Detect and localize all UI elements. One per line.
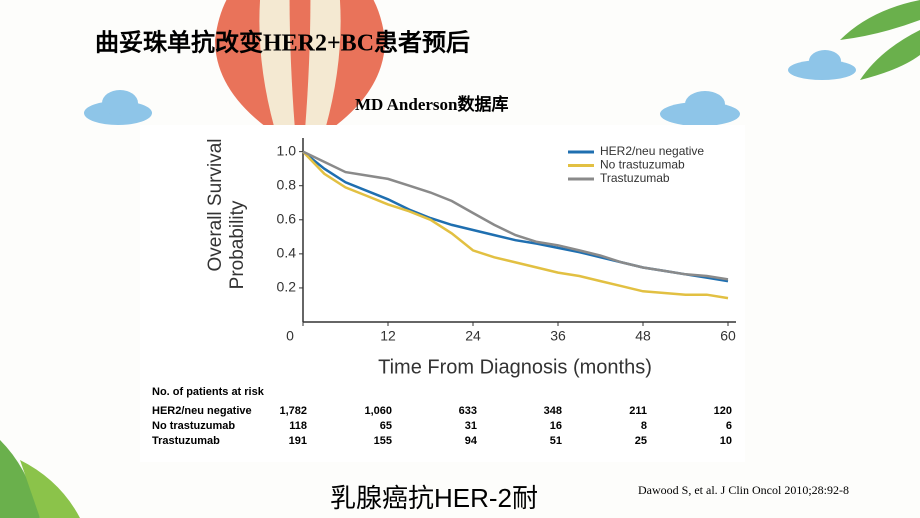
y-tick-label: 1.0 [277,142,297,158]
citation: Dawood S, et al. J Clin Oncol 2010;28:92… [638,483,849,497]
risk-count: 6 [726,420,732,432]
risk-table-title: No. of patients at risk [152,386,265,398]
y-axis-label: Probability [227,200,248,289]
risk-count: 25 [635,435,647,447]
risk-count: 94 [465,435,478,447]
y-tick-label: 0.8 [277,176,297,192]
chart-panel [140,125,745,462]
risk-count: 633 [459,405,477,417]
risk-row-label: Trastuzumab [152,435,220,447]
risk-count: 10 [720,435,732,447]
risk-count: 65 [380,420,392,432]
legend-label: No trastuzumab [600,158,685,172]
y-tick-label: 0.4 [277,245,297,261]
x-tick-label: 24 [465,328,481,344]
legend-label: HER2/neu negative [600,144,704,158]
risk-count: 8 [641,420,647,432]
x-tick-label: 36 [550,328,566,344]
legend-label: Trastuzumab [600,171,670,185]
risk-count: 211 [629,405,647,417]
bottom-text: 乳腺癌抗HER-2耐 [330,483,538,513]
balloon [215,0,385,130]
risk-count: 120 [714,405,732,417]
risk-count: 51 [550,435,562,447]
x-tick-label: 60 [720,328,736,344]
survival-curve [302,150,729,281]
risk-count: 16 [550,420,562,432]
y-axis-label: Overall Survival [205,138,226,271]
slide-subtitle: MD Anderson数据库 [355,94,508,114]
x-tick-label: 12 [380,328,396,344]
risk-count: 31 [465,420,477,432]
risk-count: 348 [544,405,562,417]
risk-count: 191 [289,435,307,447]
y-tick-label: 0.2 [277,279,297,295]
risk-count: 155 [374,435,392,447]
risk-row-label: No trastuzumab [152,420,235,432]
y-tick-label: 0.6 [277,210,297,226]
slide-title: 曲妥珠单抗改变HER2+BC患者预后 [95,29,470,57]
risk-count: 118 [289,420,307,432]
risk-row-label: HER2/neu negative [152,405,252,417]
risk-count: 1,782 [279,405,307,417]
cloud [84,50,856,126]
risk-count: 1,060 [364,405,392,417]
x-axis-label: Time From Diagnosis (months) [378,356,652,378]
survival-curve [302,150,729,300]
x-tick-label: 0 [286,328,294,344]
x-tick-label: 48 [635,328,651,344]
